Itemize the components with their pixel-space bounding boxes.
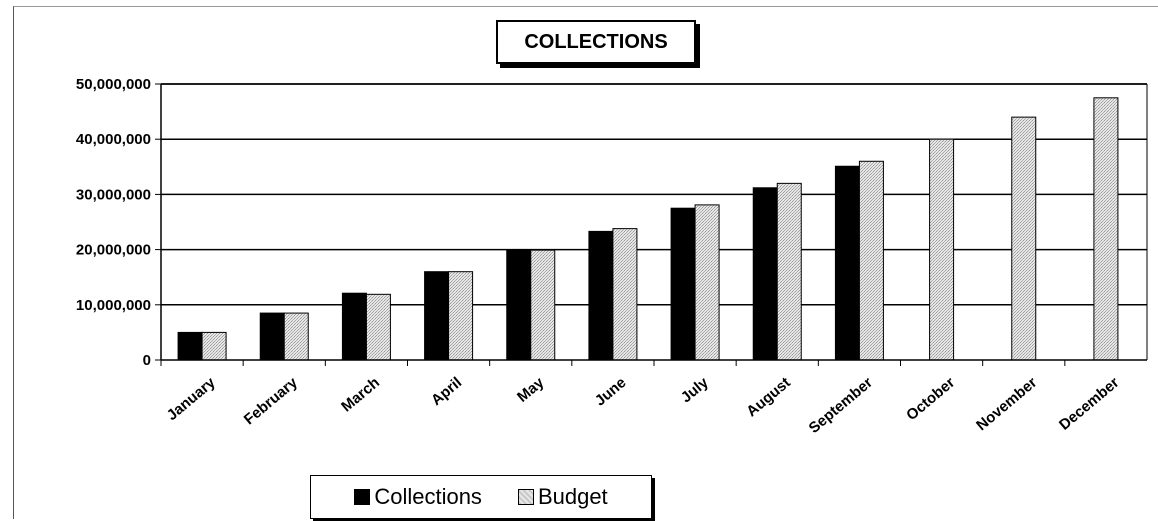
bar-budget-february bbox=[283, 312, 309, 361]
chart-legend: Collections Budget bbox=[310, 475, 652, 519]
x-tick-label: June bbox=[592, 374, 630, 410]
y-tick-label: 20,000,000 bbox=[76, 242, 151, 259]
x-tick-label: October bbox=[903, 374, 958, 424]
bar-collections-july bbox=[670, 207, 696, 361]
x-tick-label: March bbox=[338, 374, 383, 415]
x-tick-label: July bbox=[678, 374, 712, 407]
x-tick-label: January bbox=[164, 374, 220, 424]
legend-entry-collections: Collections bbox=[354, 484, 482, 510]
x-tick-label: August bbox=[743, 374, 794, 420]
legend-entry-budget: Budget bbox=[517, 484, 608, 510]
legend-swatch-budget bbox=[517, 489, 534, 505]
bar-budget-april bbox=[448, 271, 474, 361]
bar-collections-august bbox=[752, 187, 778, 361]
chart-title: COLLECTIONS bbox=[496, 20, 696, 64]
y-tick-label: 30,000,000 bbox=[76, 186, 151, 203]
y-tick-label: 10,000,000 bbox=[76, 297, 151, 314]
bar-budget-november bbox=[1011, 116, 1037, 361]
bar-collections-march bbox=[341, 292, 367, 361]
y-tick-label: 40,000,000 bbox=[76, 131, 151, 148]
bar-budget-march bbox=[365, 293, 391, 361]
x-tick-label: November bbox=[973, 374, 1040, 434]
bar-budget-january bbox=[201, 331, 227, 361]
bar-budget-may bbox=[530, 249, 556, 361]
y-tick-label: 0 bbox=[143, 352, 151, 369]
x-tick-label: February bbox=[241, 374, 302, 429]
bar-collections-february bbox=[259, 312, 285, 361]
legend-swatch-collections bbox=[354, 489, 371, 505]
bar-collections-september bbox=[834, 165, 860, 361]
bar-budget-june bbox=[612, 228, 638, 361]
x-tick-label: September bbox=[806, 374, 876, 437]
chart-frame bbox=[13, 6, 1158, 519]
bar-budget-december bbox=[1093, 97, 1119, 361]
bar-budget-october bbox=[929, 138, 955, 361]
x-tick-label: December bbox=[1056, 374, 1123, 434]
bar-budget-september bbox=[858, 160, 884, 361]
legend-label-budget: Budget bbox=[537, 484, 608, 509]
bar-budget-july bbox=[694, 204, 720, 361]
x-tick-label: May bbox=[514, 374, 548, 406]
bar-budget-august bbox=[776, 182, 802, 361]
bar-collections-may bbox=[506, 249, 532, 361]
y-tick-label: 50,000,000 bbox=[76, 76, 151, 93]
x-tick-label: April bbox=[428, 374, 465, 409]
bar-collections-january bbox=[177, 331, 203, 361]
bar-collections-june bbox=[588, 230, 614, 361]
legend-label-collections: Collections bbox=[374, 484, 482, 509]
bar-collections-april bbox=[424, 271, 450, 361]
